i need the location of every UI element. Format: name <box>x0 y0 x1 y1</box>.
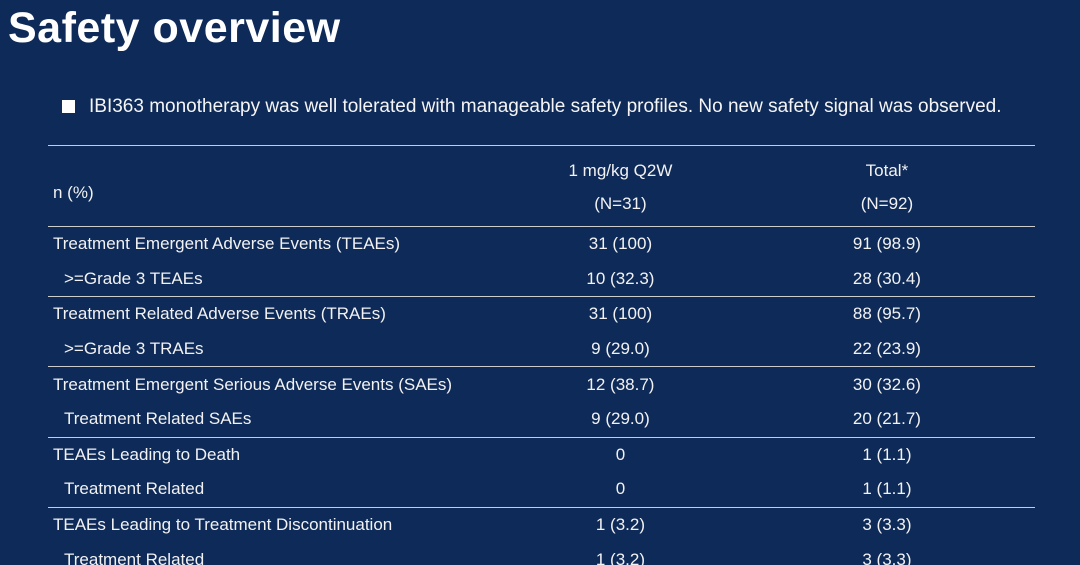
row-label: Treatment Related <box>48 472 503 508</box>
table-row: Treatment Emergent Adverse Events (TEAEs… <box>48 227 1035 262</box>
header-col-total-label: Total* <box>865 161 909 180</box>
table-row: Treatment Related 0 1 (1.1) <box>48 472 1035 508</box>
cell-total: 88 (95.7) <box>852 304 921 324</box>
cell-q2w: 31 (100) <box>588 234 653 254</box>
cell-total: 28 (30.4) <box>738 261 1035 298</box>
row-label: >=Grade 3 TRAEs <box>48 331 503 368</box>
row-label: Treatment Emergent Adverse Events (TEAEs… <box>53 234 401 254</box>
row-label: Treatment Related <box>48 542 503 565</box>
bullet-square-icon <box>62 100 75 113</box>
table-row: >=Grade 3 TRAEs 9 (29.0) 22 (23.9) <box>48 331 1035 368</box>
safety-table: n (%) 1 mg/kg Q2W (N=31) Total* (N=92) T… <box>48 145 1035 565</box>
cell-q2w: 12 (38.7) <box>586 374 655 394</box>
row-label: Treatment Related SAEs <box>48 401 503 438</box>
row-label: >=Grade 3 TEAEs <box>48 261 503 298</box>
row-label: TEAEs Leading to Treatment Discontinuati… <box>53 515 393 535</box>
cell-q2w: 9 (29.0) <box>502 401 739 438</box>
cell-total: 30 (32.6) <box>852 374 921 394</box>
row-label: TEAEs Leading to Death <box>53 444 241 464</box>
cell-q2w: 1 (3.2) <box>502 542 739 565</box>
cell-q2w: 1 (3.2) <box>595 515 646 535</box>
table-row: Treatment Related SAEs 9 (29.0) 20 (21.7… <box>48 401 1035 438</box>
row-label: Treatment Related Adverse Events (TRAEs) <box>53 304 386 324</box>
cell-total: 91 (98.9) <box>852 234 921 254</box>
header-col-total: Total* (N=92) <box>738 145 1035 227</box>
cell-q2w: 0 <box>502 472 739 508</box>
bullet-point: IBI363 monotherapy was well tolerated wi… <box>62 96 1072 118</box>
table-row: Treatment Emergent Serious Adverse Event… <box>48 367 1035 402</box>
cell-total: 22 (23.9) <box>738 331 1035 368</box>
header-col-total-n: (N=92) <box>860 194 914 213</box>
cell-total: 3 (3.3) <box>862 515 912 535</box>
table-row: Treatment Related Adverse Events (TRAEs)… <box>48 297 1035 332</box>
table-row: >=Grade 3 TEAEs 10 (32.3) 28 (30.4) <box>48 261 1035 298</box>
table-row: TEAEs Leading to Treatment Discontinuati… <box>48 507 1035 542</box>
header-n-pct: n (%) <box>48 145 503 227</box>
cell-q2w: 10 (32.3) <box>502 261 739 298</box>
table-row: TEAEs Leading to Death 0 1 (1.1) <box>48 437 1035 472</box>
page-title: Safety overview <box>8 4 341 52</box>
cell-total: 1 (1.1) <box>738 472 1035 508</box>
cell-total: 1 (1.1) <box>862 444 912 464</box>
header-col-q2w-n: (N=31) <box>594 194 647 213</box>
cell-q2w: 0 <box>615 444 626 464</box>
cell-total: 3 (3.3) <box>738 542 1035 565</box>
bullet-text: IBI363 monotherapy was well tolerated wi… <box>89 96 1002 117</box>
table-row: Treatment Related 1 (3.2) 3 (3.3) <box>48 542 1035 565</box>
header-row: n (%) 1 mg/kg Q2W (N=31) Total* (N=92) <box>48 145 1035 227</box>
cell-q2w: 9 (29.0) <box>502 331 739 368</box>
header-col-q2w: 1 mg/kg Q2W (N=31) <box>502 145 739 227</box>
row-label: Treatment Emergent Serious Adverse Event… <box>53 374 453 394</box>
header-col-q2w-dose: 1 mg/kg Q2W <box>568 161 673 180</box>
cell-total: 20 (21.7) <box>738 401 1035 438</box>
cell-q2w: 31 (100) <box>588 304 653 324</box>
